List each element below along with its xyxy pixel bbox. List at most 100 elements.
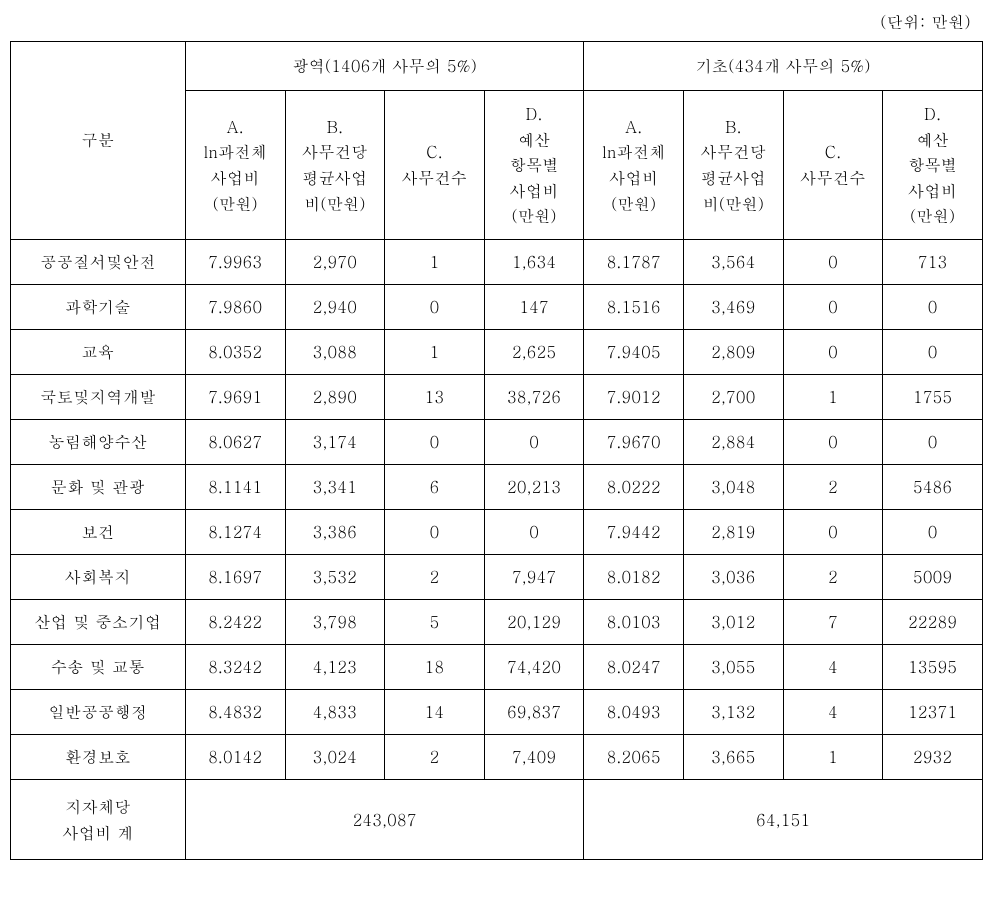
cell-d1: 0: [484, 509, 584, 554]
cell-a2: 7.9670: [584, 419, 684, 464]
cell-d1: 147: [484, 284, 584, 329]
header-col-d2: D.예산항목별사업비(만원): [883, 91, 983, 240]
cell-a1: 8.1141: [185, 464, 285, 509]
cell-category: 환경보호: [11, 734, 186, 779]
cell-category: 과학기술: [11, 284, 186, 329]
cell-b2: 3,036: [684, 554, 784, 599]
cell-d1: 20,129: [484, 599, 584, 644]
cell-a1: 8.4832: [185, 689, 285, 734]
cell-d2: 713: [883, 239, 983, 284]
cell-a2: 8.0222: [584, 464, 684, 509]
cell-b2: 3,564: [684, 239, 784, 284]
cell-b2: 2,819: [684, 509, 784, 554]
cell-c2: 0: [783, 509, 883, 554]
header-row-1: 구분 광역(1406개 사무의 5%) 기초(434개 사무의 5%): [11, 42, 983, 91]
header-group-b: 기초(434개 사무의 5%): [584, 42, 983, 91]
cell-category: 공공질서및안전: [11, 239, 186, 284]
cell-a1: 8.0142: [185, 734, 285, 779]
cell-a1: 7.9860: [185, 284, 285, 329]
cell-b1: 3,341: [285, 464, 385, 509]
total-label: 지자체당사업비 계: [11, 779, 186, 859]
cell-c2: 4: [783, 644, 883, 689]
cell-a1: 8.1274: [185, 509, 285, 554]
cell-d1: 2,625: [484, 329, 584, 374]
cell-c1: 0: [385, 419, 485, 464]
cell-b2: 2,809: [684, 329, 784, 374]
cell-a2: 7.9442: [584, 509, 684, 554]
cell-a2: 8.0493: [584, 689, 684, 734]
cell-c2: 1: [783, 734, 883, 779]
cell-b2: 3,132: [684, 689, 784, 734]
table-row: 일반공공행정8.48324,8331469,8378.04933,1324123…: [11, 689, 983, 734]
table-row: 교육8.03523,08812,6257.94052,80900: [11, 329, 983, 374]
cell-a2: 8.1516: [584, 284, 684, 329]
total-value-b: 64,151: [584, 779, 983, 859]
cell-d2: 13595: [883, 644, 983, 689]
cell-b2: 2,700: [684, 374, 784, 419]
header-col-b2: B.사무건당평균사업비(만원): [684, 91, 784, 240]
cell-c2: 0: [783, 239, 883, 284]
cell-c2: 2: [783, 554, 883, 599]
header-col-a1: A.ln과전체사업비(만원): [185, 91, 285, 240]
cell-d2: 0: [883, 284, 983, 329]
cell-category: 문화 및 관광: [11, 464, 186, 509]
table-row: 사회복지8.16973,53227,9478.01823,03625009: [11, 554, 983, 599]
cell-d1: 74,420: [484, 644, 584, 689]
total-value-a: 243,087: [185, 779, 584, 859]
cell-d2: 0: [883, 419, 983, 464]
header-group-a: 광역(1406개 사무의 5%): [185, 42, 584, 91]
cell-b1: 3,532: [285, 554, 385, 599]
cell-d1: 1,634: [484, 239, 584, 284]
total-row: 지자체당사업비 계243,08764,151: [11, 779, 983, 859]
cell-c2: 0: [783, 284, 883, 329]
header-category: 구분: [11, 42, 186, 240]
cell-d2: 22289: [883, 599, 983, 644]
cell-d1: 0: [484, 419, 584, 464]
cell-a2: 8.0182: [584, 554, 684, 599]
table-row: 보건8.12743,386007.94422,81900: [11, 509, 983, 554]
cell-c1: 18: [385, 644, 485, 689]
cell-c2: 1: [783, 374, 883, 419]
cell-a2: 8.0247: [584, 644, 684, 689]
cell-d2: 0: [883, 329, 983, 374]
cell-d1: 69,837: [484, 689, 584, 734]
cell-d2: 5009: [883, 554, 983, 599]
cell-a2: 8.0103: [584, 599, 684, 644]
cell-category: 농림해양수산: [11, 419, 186, 464]
cell-b2: 3,469: [684, 284, 784, 329]
header-col-d1: D.예산항목별사업비(만원): [484, 91, 584, 240]
cell-c1: 5: [385, 599, 485, 644]
unit-label: (단위: 만원): [10, 10, 983, 33]
cell-b2: 3,665: [684, 734, 784, 779]
cell-d2: 2932: [883, 734, 983, 779]
cell-a1: 8.0352: [185, 329, 285, 374]
cell-c1: 14: [385, 689, 485, 734]
cell-c1: 2: [385, 734, 485, 779]
header-col-c2: C.사무건수: [783, 91, 883, 240]
cell-b1: 4,833: [285, 689, 385, 734]
cell-category: 일반공공행정: [11, 689, 186, 734]
cell-c2: 7: [783, 599, 883, 644]
cell-d2: 12371: [883, 689, 983, 734]
cell-b1: 3,088: [285, 329, 385, 374]
cell-c1: 0: [385, 509, 485, 554]
cell-a1: 8.3242: [185, 644, 285, 689]
cell-b1: 4,123: [285, 644, 385, 689]
cell-b2: 3,055: [684, 644, 784, 689]
cell-d1: 38,726: [484, 374, 584, 419]
cell-d2: 1755: [883, 374, 983, 419]
cell-c1: 6: [385, 464, 485, 509]
cell-category: 교육: [11, 329, 186, 374]
cell-a1: 7.9691: [185, 374, 285, 419]
cell-category: 수송 및 교통: [11, 644, 186, 689]
cell-c2: 0: [783, 329, 883, 374]
cell-b2: 2,884: [684, 419, 784, 464]
cell-a2: 7.9405: [584, 329, 684, 374]
header-col-c1: C.사무건수: [385, 91, 485, 240]
cell-c1: 1: [385, 329, 485, 374]
cell-c1: 2: [385, 554, 485, 599]
cell-a1: 8.2422: [185, 599, 285, 644]
cell-category: 보건: [11, 509, 186, 554]
cell-d1: 7,409: [484, 734, 584, 779]
cell-b1: 2,940: [285, 284, 385, 329]
